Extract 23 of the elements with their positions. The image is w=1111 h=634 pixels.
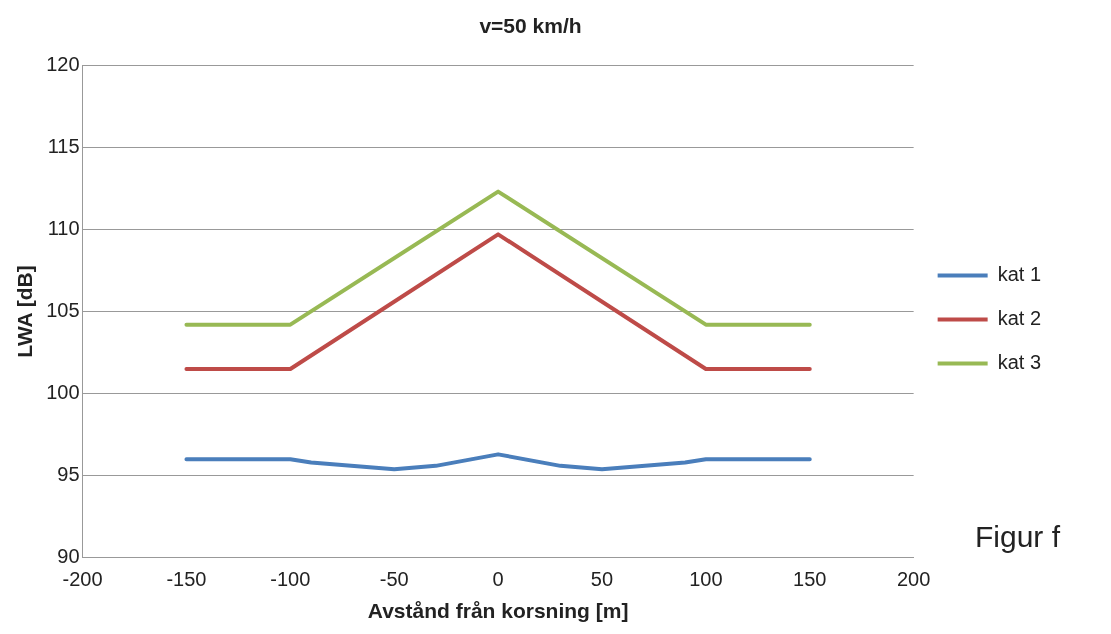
x-tick-label: -150 <box>166 568 207 591</box>
y-tick-label: 90 <box>57 545 80 568</box>
y-axis-title: LWA [dB] <box>13 265 37 358</box>
x-tick-label: 0 <box>492 568 504 591</box>
x-tick-label: 200 <box>896 568 931 591</box>
x-tick-label: 100 <box>689 568 723 591</box>
y-tick-label: 105 <box>46 299 80 322</box>
text: Figur f <box>975 520 1061 554</box>
x-tick-label: 150 <box>793 568 827 591</box>
y-tick-label: 120 <box>46 52 80 75</box>
chart-title: v=50 km/h <box>479 14 582 38</box>
legend-label: kat 1 <box>997 263 1041 286</box>
x-axis-title: Avstånd från korsning [m] <box>367 599 629 623</box>
legend-label: kat 3 <box>997 351 1041 374</box>
legend-label: kat 2 <box>997 307 1041 330</box>
y-tick-label: 110 <box>47 216 80 239</box>
x-tick-label: -200 <box>62 568 103 591</box>
y-tick-label: 115 <box>47 134 80 157</box>
x-tick-label: -100 <box>270 568 311 591</box>
y-tick-label: 100 <box>46 381 80 404</box>
y-tick-label: 95 <box>57 463 80 486</box>
x-tick-label: -50 <box>379 568 409 591</box>
x-tick-label: 50 <box>590 568 614 591</box>
